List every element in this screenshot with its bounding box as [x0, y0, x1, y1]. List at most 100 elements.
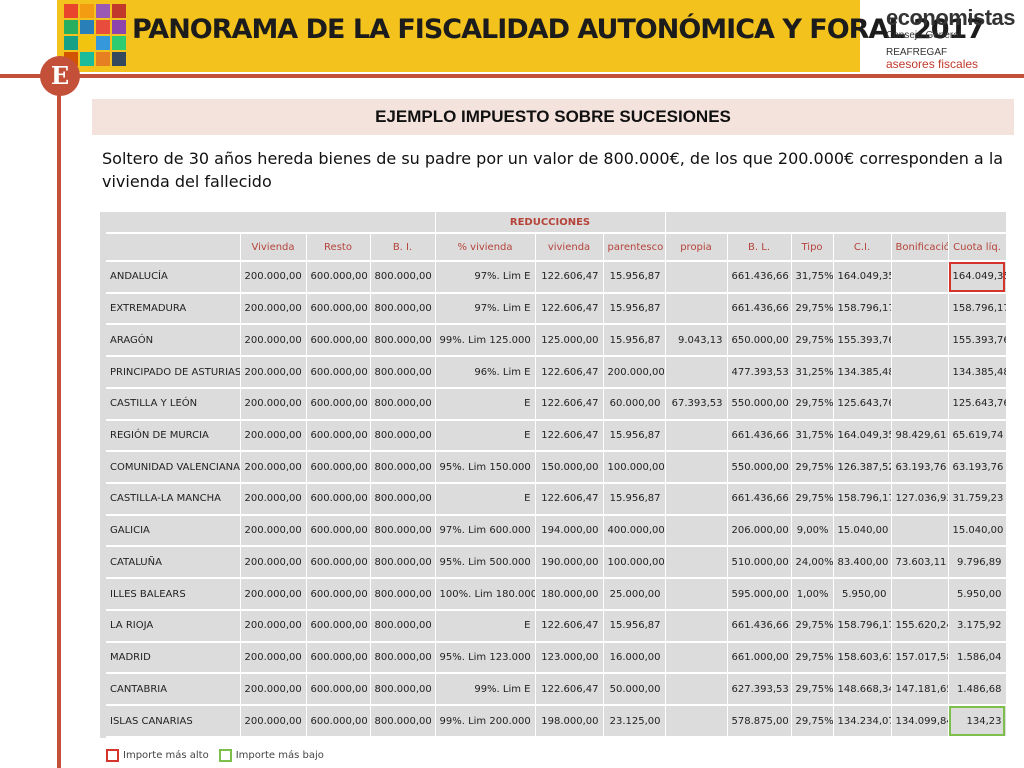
region-name-cell: CANTABRIA: [106, 673, 241, 707]
column-header: Tipo: [791, 233, 834, 262]
table-cell: 9.043,13: [665, 324, 728, 358]
table-cell: 595.000,00: [727, 578, 792, 611]
table-cell: 194.000,00: [535, 514, 604, 548]
cubes-logo-icon: [64, 4, 126, 66]
table-cell: 800.000,00: [370, 483, 436, 516]
region-name-cell: ILLES BALEARS: [106, 578, 241, 611]
table-cell: [665, 419, 728, 453]
column-header: C.I.: [833, 233, 892, 262]
table-cell: 158.796,17: [833, 483, 892, 516]
table-cell: 164.049,35: [833, 419, 892, 453]
region-name-cell: ARAGÓN: [106, 324, 241, 358]
table-cell: [891, 514, 949, 548]
table-cell: [665, 578, 728, 611]
table-cell: 122.606,47: [535, 483, 604, 516]
table-cell: 158.796,17: [948, 292, 1007, 326]
table-cell: 800.000,00: [370, 387, 436, 421]
table-cell: 73.603,11: [891, 546, 949, 580]
e-badge-icon: E: [40, 56, 80, 96]
table-cell: 510.000,00: [727, 546, 792, 580]
table-row: LA RIOJA 200.000,00 600.000,00 800.000,00 E 1…: [106, 609, 1007, 643]
table-cell: 600.000,00: [306, 705, 371, 738]
table-cell: 800.000,00: [370, 419, 436, 453]
table-cell: 122.606,47: [535, 609, 604, 643]
table-cell: 99%. Lim 200.000: [435, 705, 536, 738]
table-cell: 600.000,00: [306, 387, 371, 421]
table-cell: 29,75%: [791, 641, 834, 675]
table-cell: 29,75%: [791, 292, 834, 326]
region-name-cell: MADRID: [106, 641, 241, 675]
table-cell: 600.000,00: [306, 451, 371, 485]
table-cell: 157.017,58: [891, 641, 949, 675]
table-cell: 1.486,68: [948, 673, 1007, 707]
table-cell: 95%. Lim 150.000: [435, 451, 536, 485]
table-cell: 9.796,89: [948, 546, 1007, 580]
table-cell: 180.000,00: [535, 578, 604, 611]
table-cell: 15.956,87: [603, 483, 666, 516]
table-cell: [665, 483, 728, 516]
table-cell: 200.000,00: [240, 261, 307, 294]
logo-reaf: REAFREGAF: [886, 47, 948, 58]
table-cell: 31,75%: [791, 419, 834, 453]
column-header: Vivienda: [240, 233, 307, 262]
column-header: % vivienda: [435, 233, 536, 262]
table-cell: 31,25%: [791, 356, 834, 389]
table-cell: 200.000,00: [240, 705, 307, 738]
table-row: COMUNIDAD VALENCIANA 200.000,00 600.000,00…: [106, 451, 1007, 485]
table-cell: 600.000,00: [306, 419, 371, 453]
table-cell: 122.606,47: [535, 292, 604, 326]
table-cell: 200.000,00: [240, 578, 307, 611]
table-cell: [891, 387, 949, 421]
table-cell: 158.796,17: [833, 292, 892, 326]
table-cell: [665, 356, 728, 389]
column-header: Cuota líq.: [948, 233, 1007, 262]
table-cell: 600.000,00: [306, 292, 371, 326]
table-cell: 125.643,76: [833, 387, 892, 421]
column-header: Resto: [306, 233, 371, 262]
table-cell: 99%. Lim E: [435, 673, 536, 707]
table-cell: 29,75%: [791, 609, 834, 643]
table-cell: 31.759,23: [948, 483, 1007, 516]
table-cell: 63.193,76: [891, 451, 949, 485]
table-cell: 15.956,87: [603, 261, 666, 294]
table-cell: [665, 292, 728, 326]
example-description: Soltero de 30 años hereda bienes de su p…: [102, 149, 1004, 191]
table-cell: 99%. Lim 125.000: [435, 324, 536, 358]
table-cell: 800.000,00: [370, 356, 436, 389]
column-header: B. L.: [727, 233, 792, 262]
table-cell: 15.040,00: [948, 514, 1007, 548]
table-cell: 800.000,00: [370, 292, 436, 326]
table-cell: 200.000,00: [240, 483, 307, 516]
table-cell: 550.000,00: [727, 387, 792, 421]
table-cell: 800.000,00: [370, 705, 436, 738]
table-cell: [665, 514, 728, 548]
table-cell: [891, 356, 949, 389]
table-cell: 125.000,00: [535, 324, 604, 358]
title-banner: [57, 0, 860, 72]
table-cell: 96%. Lim E: [435, 356, 536, 389]
table-cell: 9,00%: [791, 514, 834, 548]
table-cell: 627.393,53: [727, 673, 792, 707]
legend-low: Importe más bajo: [218, 749, 324, 762]
column-header: parentesco: [603, 233, 666, 262]
table-row: CANTABRIA 200.000,00 600.000,00 800.000,00 9…: [106, 673, 1007, 707]
slide-banner-title: PANORAMA DE LA FISCALIDAD AUTONÓMICA Y F…: [132, 14, 985, 45]
table-cell: 200.000,00: [240, 356, 307, 389]
table-cell: 650.000,00: [727, 324, 792, 358]
table-cell: 578.875,00: [727, 705, 792, 738]
group-header-spacer: [106, 212, 436, 234]
section-title: EJEMPLO IMPUESTO SOBRE SUCESIONES: [92, 99, 1014, 135]
table-cell: 134,23: [948, 705, 1007, 738]
table-cell: 155.620,24: [891, 609, 949, 643]
region-name-cell: LA RIOJA: [106, 609, 241, 643]
table-row: REGIÓN DE MURCIA 200.000,00 600.000,00 800.…: [106, 419, 1007, 453]
table-cell: 661.436,66: [727, 292, 792, 326]
table-cell: [665, 641, 728, 675]
table-cell: 67.393,53: [665, 387, 728, 421]
table-cell: 661.436,66: [727, 609, 792, 643]
table-cell: 200.000,00: [240, 673, 307, 707]
table-cell: 200.000,00: [240, 292, 307, 326]
table-cell: 155.393,76: [948, 324, 1007, 358]
region-name-cell: GALICIA: [106, 514, 241, 548]
table-cell: 661.436,66: [727, 419, 792, 453]
